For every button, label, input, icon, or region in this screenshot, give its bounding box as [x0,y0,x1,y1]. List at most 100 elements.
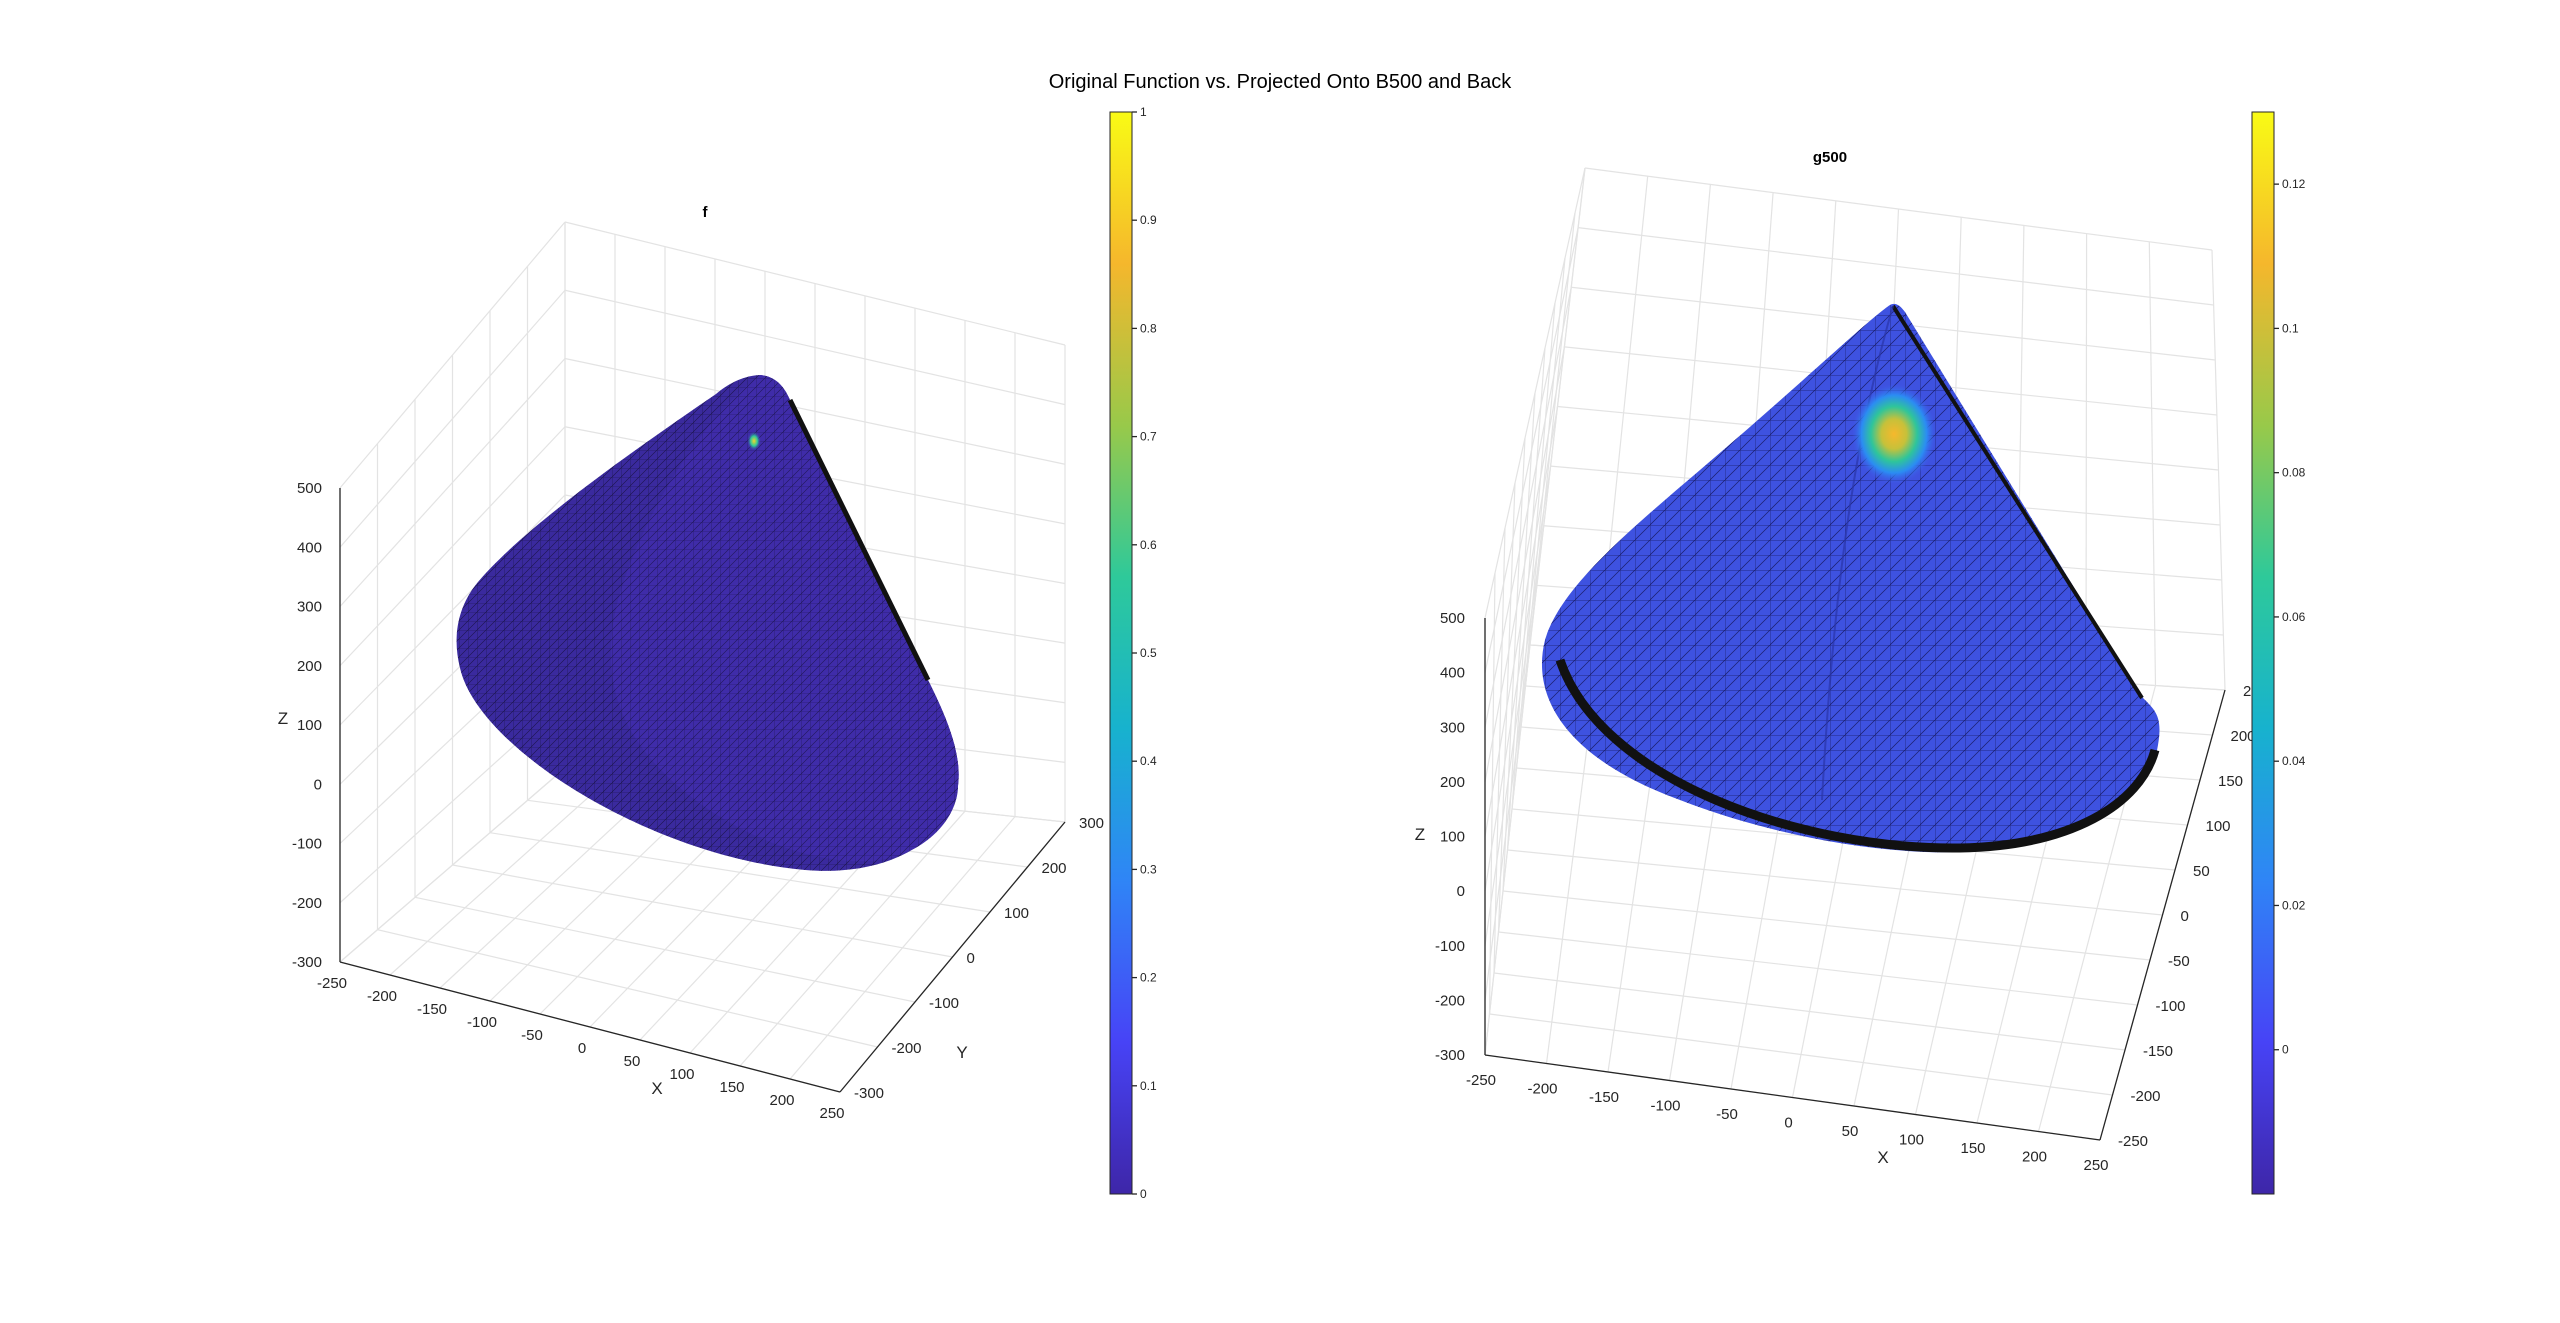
z-tick-label: -300 [292,954,322,971]
z-axis-label-f: Z [278,709,288,728]
x-tick-label: 50 [1842,1123,1859,1140]
y-tick-label: 100 [2206,818,2231,835]
y-tick-label: -100 [929,995,959,1012]
z-tick-label: -100 [292,836,322,853]
x-axis-line [339,961,841,1093]
z-tick-label: 100 [1440,829,1465,846]
cone-mesh-f-inner [610,375,959,862]
colorbar-tick-label: 0.1 [2282,321,2299,335]
gridline [1484,167,1586,619]
gridline [1484,287,1572,728]
y-tick-label: -200 [892,1040,922,1057]
x-axis-line [1484,1054,2101,1141]
gridline [1484,585,1538,1001]
figure-title: Original Function vs. Projected Onto B50… [1049,71,1512,93]
y-tick-label: 100 [1004,905,1029,922]
y-tick-label: 50 [2193,863,2210,880]
peak-spot-g500 [1852,384,1936,484]
colorbar-tick-label: 0.8 [1140,321,1157,335]
x-axis-label-f: X [651,1079,662,1098]
x-tick-label: 100 [1899,1132,1924,1149]
y-tick-label: 300 [1079,815,1104,832]
axis-ticks-f: -250 -200 -150 -100 -50 0 50 100 150 200 250 -300 -2… [292,480,1104,1122]
colorbar-tick-label: 0.6 [1140,538,1157,552]
x-tick-label: -200 [367,988,397,1005]
colorbar-tick-label: 0.1 [1140,1079,1157,1093]
cone-fold-g500 [1821,305,1894,801]
gridline [1502,890,2151,961]
gridline [1484,466,1552,892]
y-tick-label: 200 [2231,728,2256,745]
x-tick-label: 0 [578,1040,586,1057]
z-tick-label: -100 [1435,938,1465,955]
surface-plot-g500: g500 -250 -200 -150 -100 -50 0 50 100 150 200 250-… [1415,111,2306,1195]
colorbar-tick-label: 0.04 [2282,754,2306,768]
colorbar-tick-label: 0.06 [2282,610,2306,624]
colorbar-tick-label: 0 [2282,1043,2289,1057]
x-tick-label: 200 [2022,1149,2047,1166]
z-tick-label: -200 [292,895,322,912]
gridline [339,289,566,548]
y-tick-label: 0 [967,950,975,967]
gridline [1484,406,1559,837]
x-tick-label: 250 [819,1105,844,1122]
z-tick-label: 400 [297,539,322,556]
gridline [339,494,566,726]
gridline [564,357,1066,465]
y-tick-label: -200 [2131,1088,2161,1105]
y-tick-label: 0 [2181,908,2189,925]
x-tick-label: 150 [1960,1140,1985,1157]
gridline [1493,972,2126,1051]
gridline [339,426,566,667]
z-tick-label: 0 [1457,883,1465,900]
colorbar-tick-label: 0.3 [1140,862,1157,876]
colorbar-tick-label: 0 [1140,1187,1147,1201]
gridline [452,864,953,958]
gridline [564,289,1066,406]
colorbar-f: 0 0.1 0.2 0.3 0.4 0.5 0.6 0.7 0.8 0.9 1 [1109,105,1157,1201]
z-tick-label: 200 [1440,774,1465,791]
z-tick-label: 100 [297,717,322,734]
gridline [1584,167,2213,251]
x-axis-label-g500: X [1877,1148,1888,1167]
x-tick-label: -150 [417,1001,447,1018]
colorbar-ticks-f: 0 0.1 0.2 0.3 0.4 0.5 0.6 0.7 0.8 0.9 1 [1132,105,1157,1201]
axis-ticks-g500: -250 -200 -150 -100 -50 0 50 100 150 200 250 -250 -2… [1435,610,2268,1174]
gridline [414,896,916,1003]
x-tick-label: -250 [1466,1072,1496,1089]
x-tick-label: -50 [521,1027,543,1044]
colorbar-tick-label: 1 [1140,105,1147,119]
subplot-title-f: f [703,204,709,221]
z-axis-label-g500: Z [1415,825,1425,844]
z-tick-label: 500 [1440,610,1465,627]
gridline [1484,525,1545,946]
gridline [1578,227,2214,306]
y-tick-label: -50 [2168,953,2190,970]
colorbar-tick-label: 0.08 [2282,466,2306,480]
colorbar-tick-label: 0.9 [1140,213,1157,227]
colorbar-g500: 0 0.02 0.04 0.06 0.08 0.1 0.12 [2251,111,2306,1195]
x-tick-label: 50 [624,1053,641,1070]
colorbar-tick-label: 0.2 [1140,971,1157,985]
y-tick-label: -150 [2143,1043,2173,1060]
gridline [564,221,1066,346]
z-tick-label: 200 [297,658,322,675]
z-tick-label: 500 [297,480,322,497]
x-tick-label: -250 [317,975,347,992]
cone-mesh-g500 [1541,303,2160,853]
y-axis-line [2099,689,2226,1141]
gridline [1507,849,2163,916]
colorbar-tick-label: 0.02 [2282,898,2306,912]
z-tick-label: 0 [314,776,322,793]
x-tick-label: -100 [1650,1098,1680,1115]
x-tick-label: 100 [669,1066,694,1083]
y-tick-label: -300 [854,1085,884,1102]
subplot-title-g500: g500 [1813,149,1847,166]
gridline [1498,931,2138,1006]
y-tick-label: -250 [2118,1133,2148,1150]
x-tick-label: 150 [719,1079,744,1096]
y-tick-label: 150 [2218,773,2243,790]
x-tick-label: -50 [1716,1106,1738,1123]
x-tick-label: 0 [1784,1115,1792,1132]
